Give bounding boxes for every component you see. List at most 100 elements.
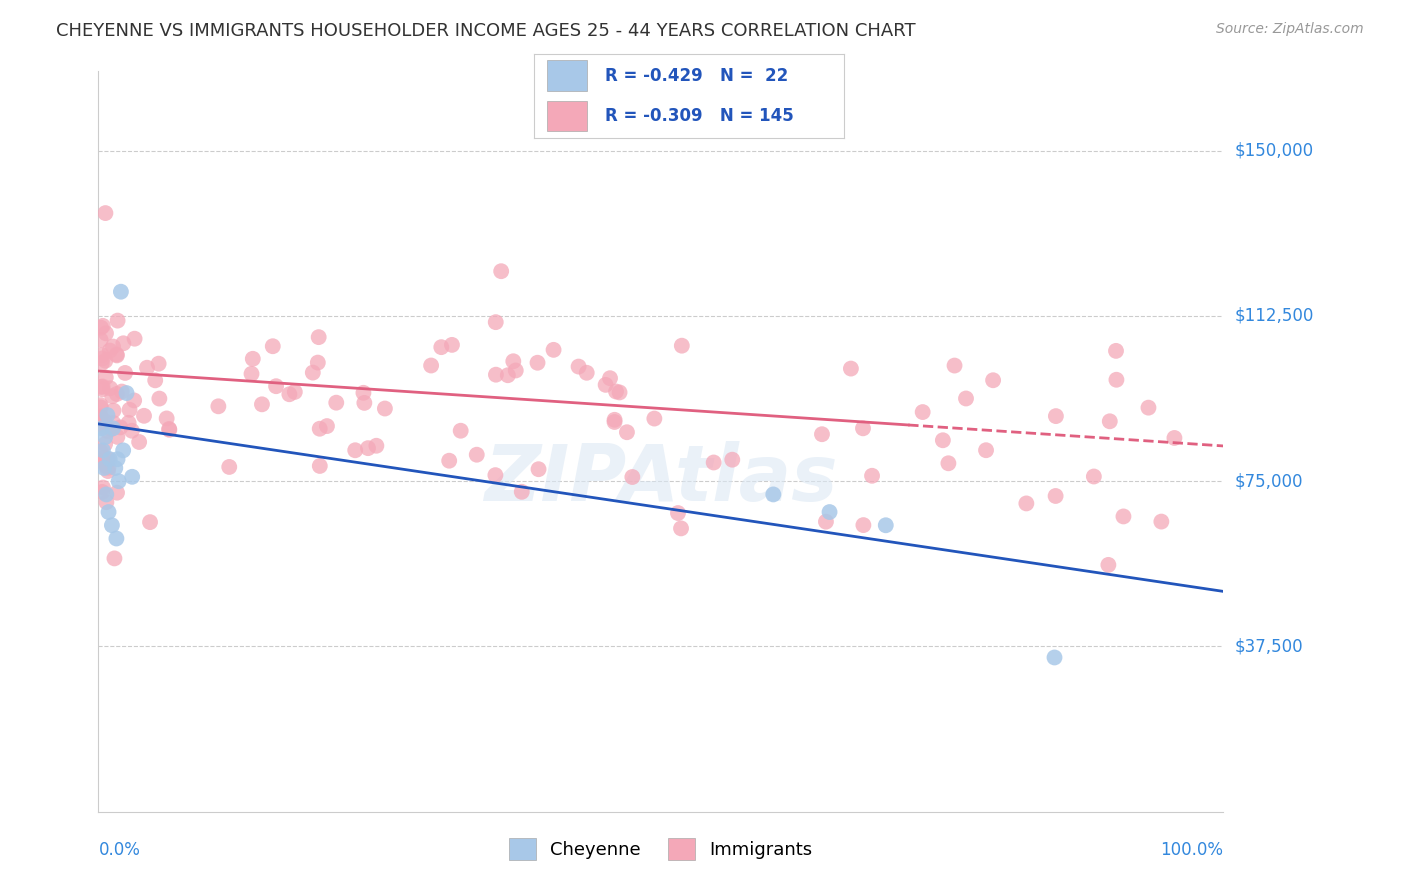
Point — [762, 487, 785, 501]
Point — [118, 402, 141, 417]
Text: ZIPAtlas: ZIPAtlas — [484, 441, 838, 516]
Point — [669, 521, 692, 535]
Point — [101, 340, 124, 354]
Point — [811, 427, 834, 442]
Point — [875, 518, 897, 533]
Point — [721, 452, 744, 467]
Point — [94, 458, 117, 473]
Point — [1097, 558, 1119, 572]
Point — [207, 400, 229, 414]
Point — [437, 453, 460, 467]
Point — [605, 384, 627, 399]
Point — [91, 484, 114, 499]
Point — [703, 455, 725, 469]
FancyBboxPatch shape — [547, 61, 586, 91]
Point — [839, 361, 862, 376]
Legend: Cheyenne, Immigrants: Cheyenne, Immigrants — [501, 830, 821, 870]
Point — [1045, 489, 1067, 503]
Point — [98, 381, 121, 395]
Point — [485, 368, 508, 382]
Point — [860, 468, 883, 483]
Point — [1163, 431, 1185, 445]
Point — [325, 395, 347, 409]
Point — [90, 421, 112, 435]
Point — [526, 356, 548, 370]
Point — [121, 424, 143, 438]
Point — [91, 318, 114, 333]
Point — [242, 351, 264, 366]
Point — [101, 389, 124, 403]
Point — [94, 430, 117, 444]
Point — [374, 401, 396, 416]
Point — [264, 379, 287, 393]
Point — [1112, 509, 1135, 524]
Point — [666, 506, 689, 520]
Point — [90, 401, 112, 415]
Point — [643, 411, 665, 425]
Point — [250, 397, 273, 411]
Point — [93, 414, 115, 428]
Point — [114, 366, 136, 380]
Text: $150,000: $150,000 — [1234, 142, 1313, 160]
Point — [1043, 650, 1066, 665]
Point — [90, 380, 112, 394]
Point — [157, 423, 180, 437]
FancyBboxPatch shape — [547, 101, 586, 131]
Point — [818, 505, 841, 519]
Point — [91, 481, 114, 495]
Point — [104, 461, 127, 475]
Point — [96, 487, 118, 501]
Point — [97, 452, 120, 467]
Point — [595, 377, 617, 392]
Point — [599, 371, 621, 385]
Point — [278, 387, 301, 401]
Point — [485, 315, 508, 329]
Point — [502, 354, 524, 368]
Point — [96, 408, 118, 422]
Point — [308, 458, 330, 473]
Point — [96, 495, 118, 509]
Point — [91, 443, 114, 458]
Point — [543, 343, 565, 357]
Point — [117, 416, 139, 430]
Point — [671, 339, 693, 353]
Point — [852, 421, 875, 435]
Point — [91, 379, 114, 393]
Point — [450, 424, 472, 438]
Point — [603, 413, 626, 427]
Point — [107, 313, 129, 327]
Point — [90, 444, 112, 458]
Point — [105, 532, 128, 546]
Point — [1015, 496, 1038, 510]
Point — [148, 392, 170, 406]
Point — [148, 357, 170, 371]
Point — [307, 356, 329, 370]
Point — [103, 403, 125, 417]
Point — [93, 461, 115, 475]
Point — [110, 420, 132, 434]
Text: $112,500: $112,500 — [1234, 307, 1313, 325]
Point — [94, 326, 117, 341]
Point — [94, 206, 117, 220]
Point — [139, 515, 162, 529]
Point — [157, 422, 180, 436]
Point — [1045, 409, 1067, 423]
Point — [98, 343, 121, 358]
Text: Source: ZipAtlas.com: Source: ZipAtlas.com — [1216, 22, 1364, 37]
Point — [621, 470, 644, 484]
Point — [496, 368, 519, 383]
Text: $75,000: $75,000 — [1234, 472, 1303, 491]
Point — [284, 384, 307, 399]
Point — [852, 518, 875, 533]
Point — [1098, 414, 1121, 428]
Point — [489, 264, 512, 278]
Point — [105, 387, 128, 401]
Point — [510, 484, 533, 499]
Point — [353, 396, 375, 410]
Point — [90, 409, 112, 424]
Point — [1137, 401, 1160, 415]
Point — [366, 439, 388, 453]
Point — [1105, 373, 1128, 387]
Point — [105, 348, 128, 362]
Point — [111, 384, 134, 399]
